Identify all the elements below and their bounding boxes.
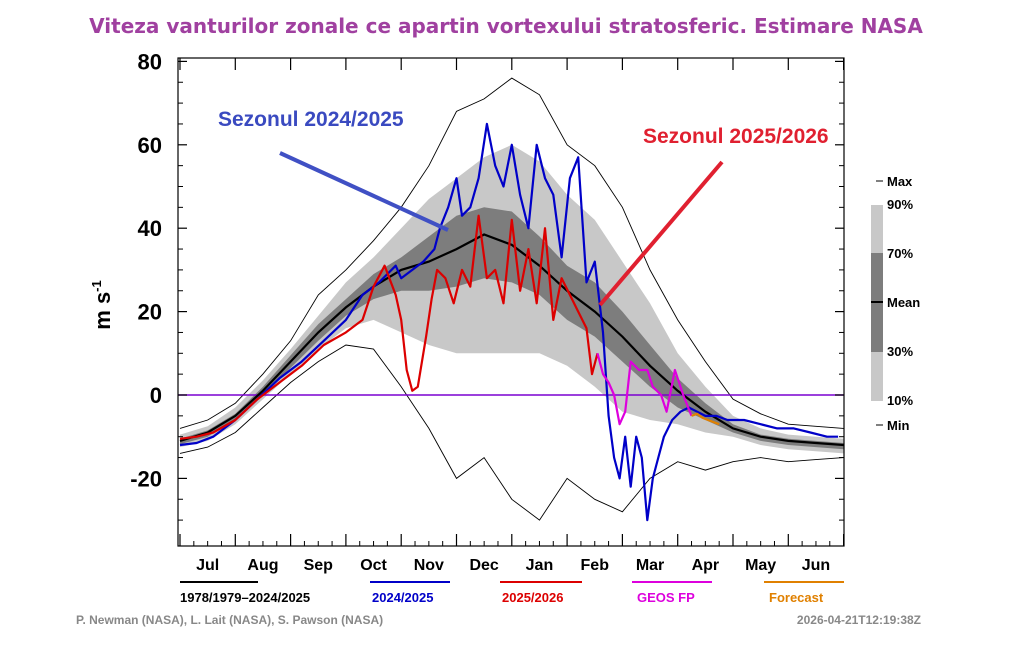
y-tick-label: 20 (138, 300, 162, 325)
line-legend: 1978/1979–2024/2025 2024/2025 2025/2026 … (180, 581, 844, 605)
legend-label-geos: GEOS FP (637, 590, 695, 605)
band-30-70 (180, 207, 844, 450)
band-legend-70: 70% (887, 246, 913, 261)
annotation-2025: Sezonul 2025/2026 (643, 125, 829, 148)
legend-label-2025: 2025/2026 (502, 590, 563, 605)
max-line (179, 77, 844, 429)
x-tick-label: Jun (802, 557, 830, 574)
y-axis: 80 60 40 20 0 -20 (130, 49, 844, 521)
y-tick-label: 0 (150, 383, 162, 408)
y-axis-label-unit: m s (90, 292, 115, 330)
x-tick-label: Feb (581, 557, 610, 574)
legend-label-2024: 2024/2025 (372, 590, 433, 605)
band-legend-10: 10% (887, 393, 913, 408)
x-tick-label: Jul (196, 557, 219, 574)
annotation-2024: Sezonul 2024/2025 (218, 108, 404, 131)
band-legend-min: Min (887, 418, 909, 433)
y-tick-label: 80 (138, 49, 162, 74)
x-tick-label: May (745, 557, 776, 574)
band-10-90 (180, 144, 844, 454)
y-tick-label: 60 (138, 133, 162, 158)
x-tick-label: Aug (247, 557, 278, 574)
x-tick-label: Sep (304, 557, 334, 574)
series-2025-2026 (179, 214, 599, 440)
y-axis-label-exponent: -1 (89, 280, 104, 292)
series-2024-2025 (179, 122, 839, 522)
series-forecast (691, 412, 720, 426)
band-legend-90: 90% (887, 197, 913, 212)
series-geos-fp (596, 353, 693, 426)
legend-label-climatology: 1978/1979–2024/2025 (180, 590, 310, 605)
x-tick-label: Mar (636, 557, 664, 574)
y-tick-label: 40 (138, 216, 162, 241)
band-legend-30: 30% (887, 344, 913, 359)
chart-title: Viteza vanturilor zonale ce apartin vort… (89, 14, 923, 38)
min-line (179, 344, 844, 521)
band-legend-mean: Mean (887, 295, 920, 310)
y-axis-label: m s-1 (89, 280, 115, 329)
timestamp: 2026-04-21T12:19:38Z (797, 613, 921, 627)
legend-label-forecast: Forecast (769, 590, 824, 605)
mean-line (179, 233, 844, 447)
x-tick-label: Dec (469, 557, 498, 574)
x-tick-label: Jan (526, 557, 554, 574)
x-tick-label: Nov (414, 557, 444, 574)
credits: P. Newman (NASA), L. Lait (NASA), S. Paw… (76, 613, 383, 627)
y-tick-label: -20 (130, 466, 162, 491)
plot-frame (177, 57, 845, 547)
annotation-arrow-2025 (598, 160, 724, 307)
x-tick-label: Oct (360, 557, 387, 574)
plot-area (178, 77, 844, 522)
x-axis: Jul Aug Sep Oct Nov Dec Jan Feb Mar Apr May Jun (179, 58, 845, 574)
x-tick-label: Apr (692, 557, 720, 574)
band-legend-max: Max (887, 174, 913, 189)
band-legend: Max 90% 70% Mean 30% 10% Min (871, 174, 920, 433)
annotation-arrow-2024 (279, 151, 449, 232)
